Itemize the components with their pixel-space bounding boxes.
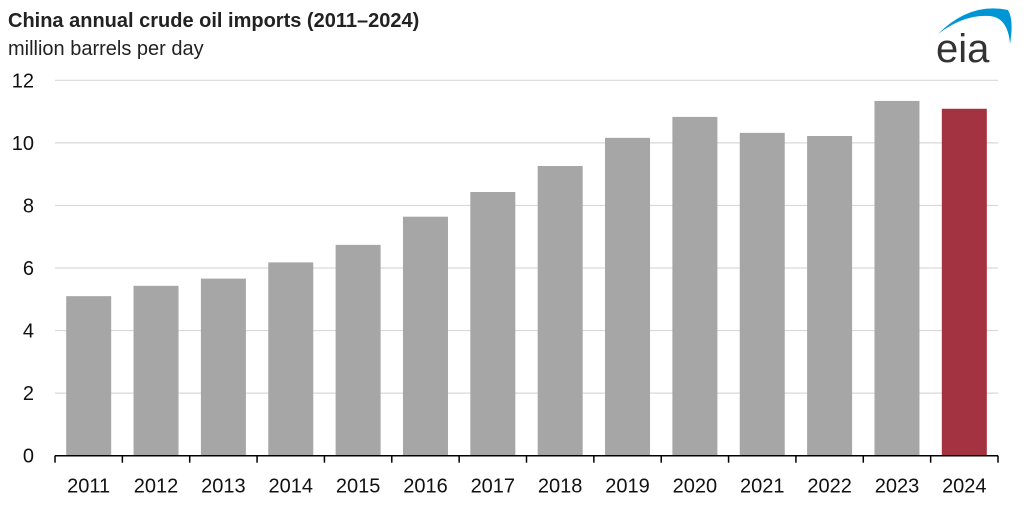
x-tick-label: 2013 (201, 476, 246, 498)
bar-2024 (941, 108, 987, 456)
bar-2011 (66, 296, 112, 456)
x-tick-label: 2018 (538, 476, 583, 498)
y-tick-label: 2 (23, 383, 34, 405)
bar-2016 (402, 216, 448, 456)
x-tick-label: 2012 (134, 476, 179, 498)
x-tick-label: 2011 (67, 476, 110, 498)
bar-2023 (874, 100, 920, 456)
chart-title: China annual crude oil imports (2011–202… (8, 10, 420, 32)
bar-2022 (807, 135, 853, 456)
bar-2014 (268, 262, 314, 456)
x-tick-label: 2022 (807, 476, 852, 498)
y-tick-label: 8 (23, 195, 34, 217)
bar-2018 (537, 166, 583, 456)
bar-2013 (200, 278, 246, 456)
x-tick-label: 2019 (605, 476, 650, 498)
x-tick-label: 2024 (942, 476, 987, 498)
y-tick-label: 0 (23, 446, 34, 468)
x-tick-label: 2020 (673, 476, 718, 498)
bar-2015 (335, 244, 381, 456)
x-tick-label: 2015 (336, 476, 381, 498)
y-tick-label: 6 (23, 258, 34, 280)
bar-2020 (672, 116, 718, 456)
bar-2017 (470, 191, 516, 456)
y-tick-label: 4 (23, 321, 34, 343)
x-tick-label: 2021 (740, 476, 785, 498)
y-tick-label: 10 (12, 133, 34, 155)
x-tick-label: 2016 (403, 476, 448, 498)
chart-subtitle: million barrels per day (8, 38, 204, 60)
eia-logo: eia (930, 4, 1020, 71)
y-tick-label: 12 (12, 70, 34, 92)
bar-2012 (133, 285, 179, 456)
bar-2021 (739, 132, 785, 456)
x-tick-label: 2017 (471, 476, 516, 498)
x-tick-label: 2023 (875, 476, 920, 498)
logo-text: eia (936, 27, 990, 66)
x-tick-label: 2014 (269, 476, 314, 498)
bar-2019 (605, 137, 651, 456)
